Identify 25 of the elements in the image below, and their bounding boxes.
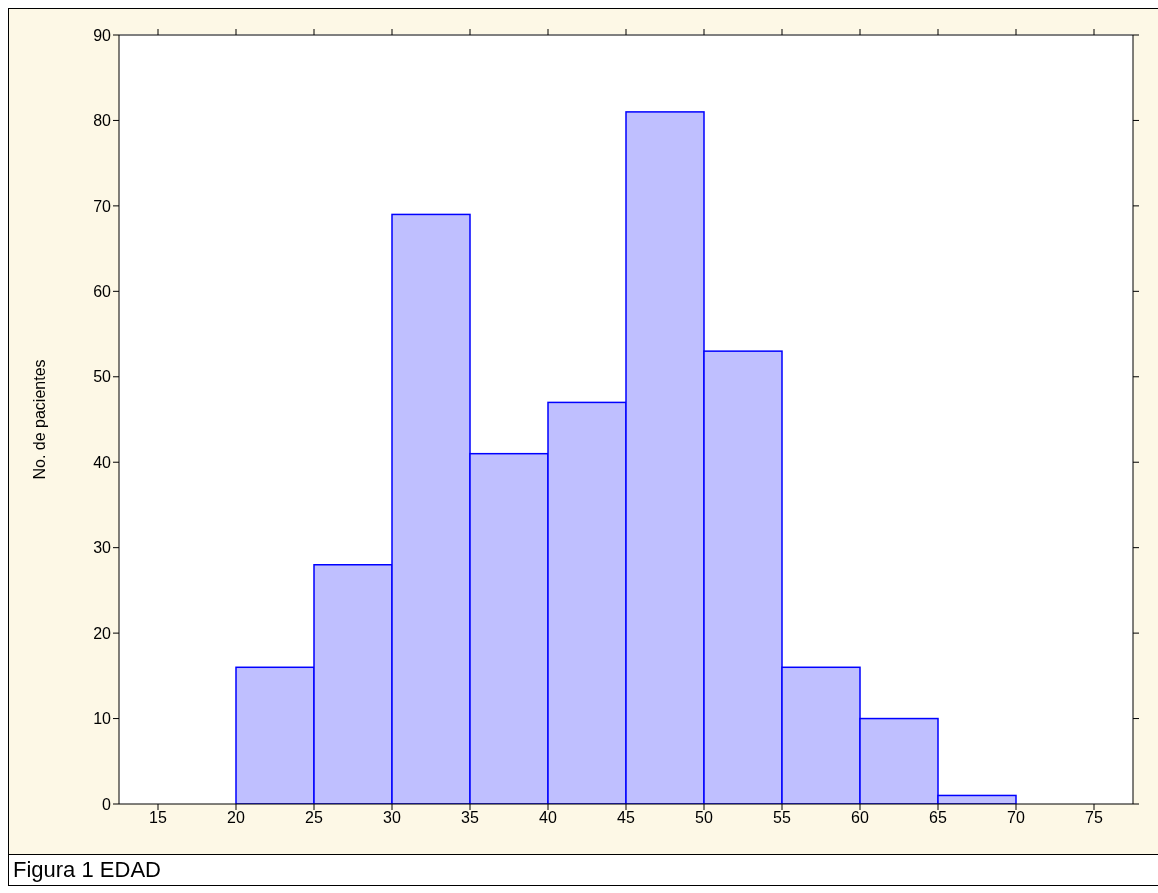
y-tick-label: 90 <box>93 26 112 44</box>
x-tick-label: 50 <box>695 809 713 827</box>
y-tick-label: 0 <box>102 795 112 813</box>
x-tick-label: 55 <box>773 809 791 827</box>
y-tick-label: 60 <box>93 283 112 301</box>
y-tick-label: 80 <box>93 112 112 130</box>
y-tick-label: 70 <box>93 197 112 215</box>
y-tick-label: 50 <box>93 368 112 386</box>
x-tick-label: 45 <box>617 809 635 827</box>
y-tick-label: 20 <box>93 624 112 642</box>
x-tick-label: 30 <box>383 809 401 827</box>
y-axis-title: No. de pacientes <box>30 359 48 480</box>
x-tick-label: 60 <box>851 809 869 827</box>
x-tick-label: 75 <box>1085 809 1103 827</box>
text: Figura 1 EDAD <box>9 854 1158 885</box>
x-tick-label: 65 <box>929 809 947 827</box>
x-tick-label: 15 <box>149 809 167 827</box>
y-tick-label: 40 <box>93 453 112 471</box>
x-tick-label: 40 <box>539 809 557 827</box>
y-tick-label: 10 <box>93 710 112 728</box>
y-tick-label: 30 <box>93 539 112 557</box>
x-tick-label: 35 <box>461 809 479 827</box>
x-tick-label: 20 <box>227 809 245 827</box>
x-tick-label: 70 <box>1007 809 1025 827</box>
x-tick-label: 25 <box>305 809 323 827</box>
